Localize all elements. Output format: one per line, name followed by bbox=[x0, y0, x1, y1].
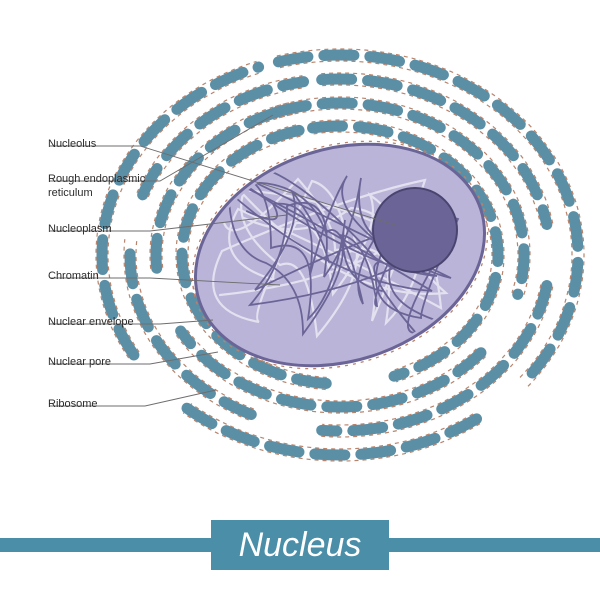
diagram-canvas: Nucleolus Rough endoplasmicreticulum Nucle… bbox=[0, 0, 600, 600]
label-nuclear-envelope: Nuclear envelope bbox=[48, 316, 134, 330]
nucleoplasm-body bbox=[166, 108, 513, 401]
nucleolus-body bbox=[373, 188, 457, 272]
label-rough-er: Rough endoplasmicreticulum bbox=[48, 173, 145, 201]
diagram-title: Nucleus bbox=[211, 520, 390, 570]
title-strip-left bbox=[0, 538, 211, 552]
title-strip-right bbox=[389, 538, 600, 552]
nucleus-svg bbox=[0, 0, 600, 600]
label-chromatin: Chromatin bbox=[48, 270, 99, 284]
title-bar: Nucleus bbox=[0, 520, 600, 570]
label-nuclear-pore: Nuclear pore bbox=[48, 356, 111, 370]
label-ribosome: Ribosome bbox=[48, 398, 98, 412]
label-nucleoplasm: Nucleoplasm bbox=[48, 223, 112, 237]
label-nucleolus: Nucleolus bbox=[48, 138, 96, 152]
